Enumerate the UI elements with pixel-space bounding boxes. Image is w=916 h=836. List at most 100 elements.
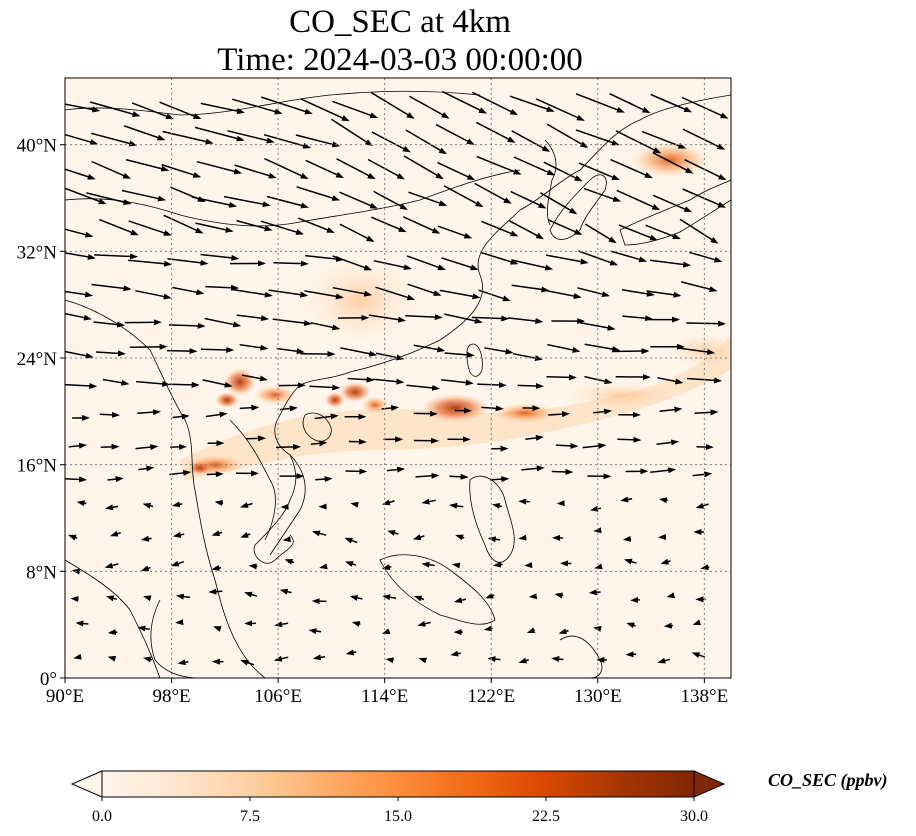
wind-arrow [578, 162, 620, 181]
wind-arrow [478, 289, 511, 302]
wind-arrow [417, 620, 431, 627]
wind-arrow [107, 476, 124, 483]
wind-arrow [535, 98, 585, 121]
lat-tick-label: 32°N [17, 242, 58, 263]
wind-arrow [204, 317, 242, 328]
colorbar: 0.0 7.5 15.0 22.5 30.0 [70, 770, 726, 825]
wind-arrow [272, 318, 312, 327]
lon-tick-label: 122°E [467, 686, 515, 707]
wind-arrow [551, 468, 574, 475]
wind-arrow [107, 655, 117, 662]
wind-arrow [345, 649, 357, 656]
wind-arrow [679, 218, 719, 244]
wind-arrow [692, 619, 702, 626]
wind-arrow [546, 123, 589, 149]
wind-arrow [168, 322, 206, 329]
wind-arrow [582, 442, 607, 449]
wind-arrow [65, 168, 96, 180]
wind-arrow [162, 130, 214, 145]
wind-arrow [526, 627, 536, 634]
wind-arrow [214, 500, 224, 506]
wind-arrow [227, 130, 275, 144]
wind-arrow [510, 190, 547, 209]
wind-arrow [610, 158, 653, 179]
wind-arrow [696, 444, 714, 451]
wind-arrow [239, 404, 260, 411]
wind-arrow [373, 259, 412, 271]
wind-arrow [679, 347, 716, 355]
wind-arrow [109, 530, 121, 537]
wind-arrow [455, 534, 465, 541]
wind-arrow [137, 625, 150, 632]
wind-arrow [443, 185, 484, 208]
wind-arrow [387, 530, 399, 536]
wind-arrow [618, 224, 658, 241]
wind-arrow [99, 411, 120, 418]
lat-tick-label: 16°N [17, 456, 58, 477]
wind-arrow [541, 289, 582, 299]
wind-arrow [65, 476, 88, 483]
wind-arrow [211, 530, 223, 537]
wind-arrow [444, 313, 483, 324]
map-frame [64, 77, 732, 679]
wind-arrow [558, 628, 569, 635]
wind-arrow [694, 409, 719, 416]
wind-arrow [298, 217, 335, 233]
wind-arrow [406, 384, 440, 391]
wind-arrow [177, 659, 189, 666]
wind-arrow [240, 532, 251, 538]
wind-arrow [513, 156, 556, 176]
wind-arrow [645, 224, 681, 240]
wind-arrow [163, 214, 204, 234]
wind-arrow [575, 129, 620, 146]
colorbar-extend-max [693, 770, 726, 798]
wind-arrow [206, 471, 224, 478]
lat-tick-label: 8°N [26, 562, 57, 583]
wind-arrow [131, 102, 174, 120]
wind-arrow [231, 98, 283, 115]
lat-tick-label: 24°N [17, 349, 58, 370]
wind-arrow [691, 652, 706, 658]
wind-arrow [453, 597, 467, 604]
wind-arrow [444, 351, 475, 358]
wind-arrow [99, 218, 139, 236]
wind-arrow [232, 288, 273, 298]
wind-arrow [512, 259, 554, 271]
wind-arrow [555, 442, 579, 449]
wind-arrow [339, 191, 378, 209]
wind-arrow [311, 530, 327, 537]
colorbar-tick-label: 15.0 [384, 808, 412, 825]
wind-arrow [370, 91, 415, 119]
wind-arrow [171, 501, 183, 508]
colorbar-extend-min [70, 770, 103, 798]
wind-arrow [345, 468, 368, 475]
wind-arrow [421, 498, 436, 505]
map-title: CO_SEC at 4km [289, 4, 511, 40]
wind-arrow [128, 259, 173, 267]
wind-arrow [91, 160, 132, 179]
wind-arrow [315, 476, 333, 483]
wind-arrow [138, 465, 155, 472]
wind-arrow [381, 628, 391, 634]
wind-arrow [656, 439, 680, 446]
wind-arrow [406, 255, 446, 271]
wind-arrow [172, 286, 205, 296]
wind-arrow [408, 191, 448, 206]
wind-arrow [381, 499, 395, 506]
wind-arrow [65, 382, 98, 389]
wind-arrow [610, 250, 648, 263]
wind-arrow [449, 502, 464, 509]
wind-arrow [609, 93, 651, 114]
wind-arrow [471, 315, 510, 322]
wind-arrow [94, 253, 139, 260]
wind-arrow [441, 257, 479, 271]
wind-arrow [205, 284, 239, 291]
wind-arrow [657, 376, 684, 385]
wind-arrow [616, 189, 661, 211]
wind-arrow [546, 374, 577, 381]
wind-arrow [663, 622, 673, 629]
wind-arrow [593, 527, 602, 534]
wind-arrow [474, 182, 512, 204]
wind-arrow [194, 126, 245, 142]
wind-arrow [687, 377, 723, 384]
